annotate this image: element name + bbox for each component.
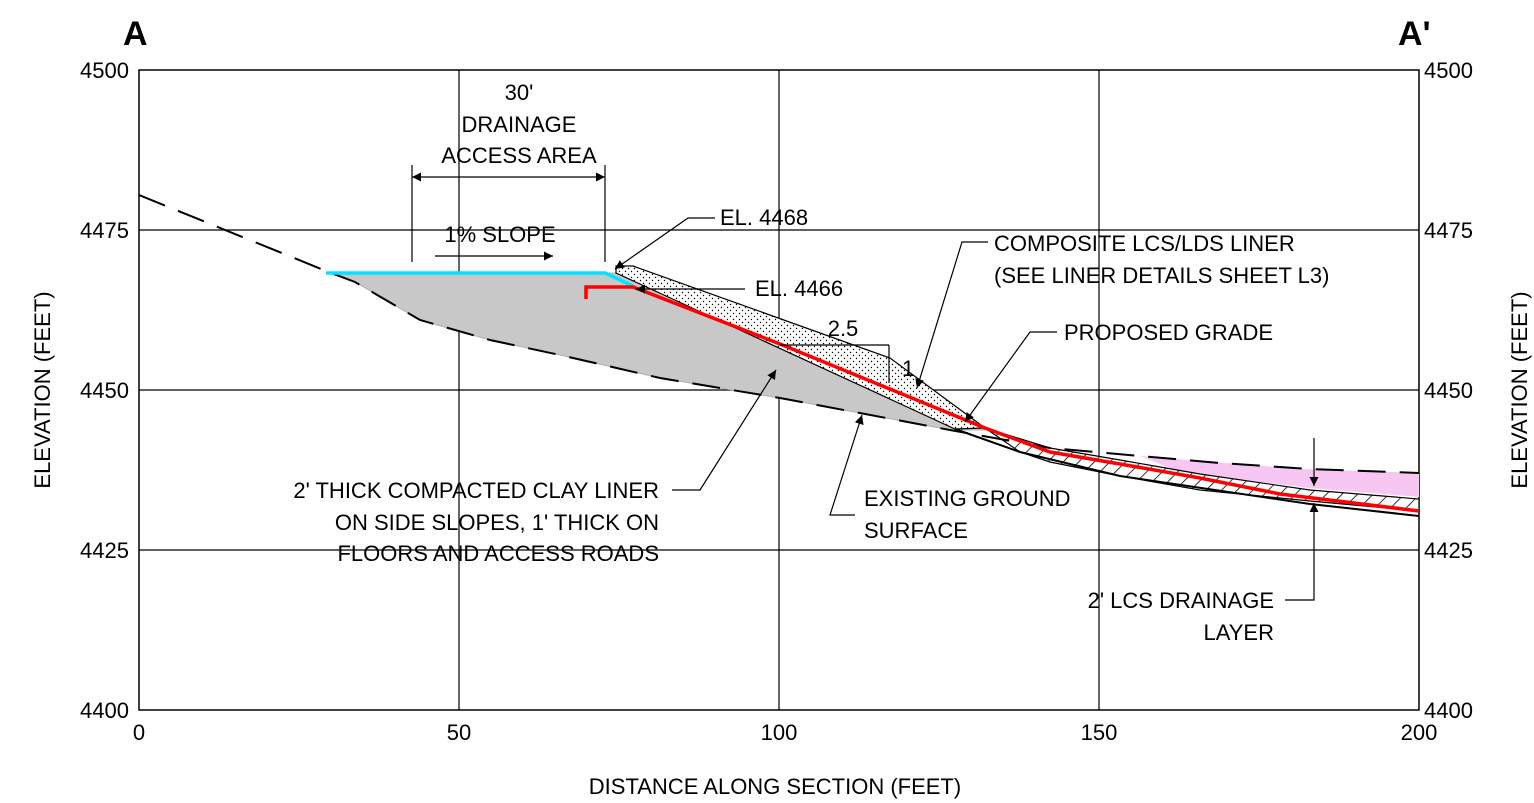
lcs-line-2: LAYER: [1203, 620, 1274, 645]
clay-liner-label: 2' THICK COMPACTED CLAY LINER ON SIDE SL…: [293, 478, 659, 566]
proposed-grade-leader: [965, 332, 1057, 422]
y-axis-title-right: ELEVATION (FEET): [1507, 291, 1532, 488]
existing-ground-line-1: EXISTING GROUND: [864, 486, 1071, 511]
section-label-left: A: [123, 15, 148, 53]
el-4468-leader: [615, 218, 715, 269]
y-tick-label: 4500: [1424, 58, 1473, 83]
drainage-access-label: 30' DRAINAGE ACCESS AREA: [441, 80, 597, 168]
existing-ground-label: EXISTING GROUND SURFACE: [864, 486, 1071, 543]
ratio-run-label: 2.5: [828, 316, 859, 341]
liner-line-1: COMPOSITE LCS/LDS LINER: [994, 231, 1295, 256]
y-tick-label: 4450: [80, 378, 129, 403]
dimension-30ft: [412, 165, 605, 262]
y-tick-labels-right: 4500 4475 4450 4425 4400: [1424, 58, 1473, 723]
x-tick-label: 200: [1401, 720, 1438, 745]
lcs-leader: [1285, 503, 1314, 600]
y-tick-labels-left: 4500 4475 4450 4425 4400: [80, 58, 129, 723]
liner-leader: [917, 242, 988, 388]
y-tick-label: 4400: [80, 698, 129, 723]
y-tick-label: 4425: [1424, 538, 1473, 563]
el-4466-label: EL. 4466: [755, 276, 843, 301]
x-tick-label: 0: [133, 720, 145, 745]
y-tick-label: 4450: [1424, 378, 1473, 403]
drainage-width: 30': [505, 80, 534, 105]
y-tick-label: 4500: [80, 58, 129, 83]
y-axis-title-left: ELEVATION (FEET): [30, 291, 55, 488]
section-label-right: A': [1398, 15, 1431, 53]
x-tick-label: 50: [447, 720, 471, 745]
drainage-line-2: ACCESS AREA: [441, 143, 597, 168]
drainage-line-1: DRAINAGE: [462, 112, 577, 137]
el-4468-label: EL. 4468: [720, 205, 808, 230]
liner-label: COMPOSITE LCS/LDS LINER (SEE LINER DETAI…: [994, 231, 1329, 288]
existing-ground-leader: [830, 415, 862, 515]
clay-liner-line-3: FLOORS AND ACCESS ROADS: [337, 541, 659, 566]
slope-label: 1% SLOPE: [444, 222, 555, 247]
proposed-grade-label: PROPOSED GRADE: [1064, 320, 1273, 345]
y-tick-label: 4475: [1424, 218, 1473, 243]
existing-ground-line-2: SURFACE: [864, 518, 968, 543]
y-tick-label: 4425: [80, 538, 129, 563]
x-tick-label: 150: [1081, 720, 1118, 745]
clay-liner-line-2: ON SIDE SLOPES, 1' THICK ON: [335, 510, 659, 535]
x-tick-labels: 0 50 100 150 200: [133, 720, 1437, 745]
clay-liner-line-1: 2' THICK COMPACTED CLAY LINER: [293, 478, 659, 503]
x-axis-title: DISTANCE ALONG SECTION (FEET): [589, 774, 961, 799]
lcs-layer-label: 2' LCS DRAINAGE LAYER: [1088, 588, 1274, 645]
lcs-line-1: 2' LCS DRAINAGE: [1088, 588, 1274, 613]
x-tick-label: 100: [761, 720, 798, 745]
y-tick-label: 4475: [80, 218, 129, 243]
liner-line-2: (SEE LINER DETAILS SHEET L3): [994, 263, 1329, 288]
ratio-rise-label: 1: [902, 356, 914, 381]
